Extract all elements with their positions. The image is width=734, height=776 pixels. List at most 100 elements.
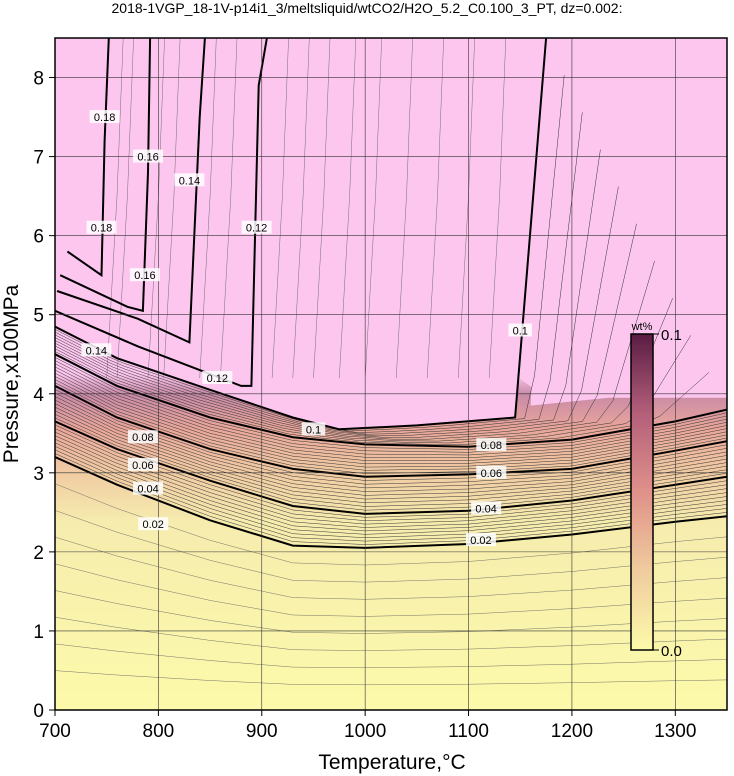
- contour-line-0.18: [66, 38, 110, 278]
- y-tick-label: 3: [33, 464, 44, 485]
- contour-label-bg: [138, 517, 169, 531]
- y-tick-label: 7: [33, 148, 44, 169]
- minor-contour-line: [339, 38, 356, 379]
- x-tick-label: 800: [143, 721, 175, 742]
- contour-label-bg: [471, 501, 502, 515]
- contour-line-0.16: [59, 38, 152, 313]
- contour-label-bg: [133, 149, 164, 163]
- contour-label-text: 0.06: [481, 468, 502, 480]
- contour-label-bg: [81, 343, 112, 357]
- y-tick-label: 4: [33, 385, 44, 406]
- minor-contour-line: [365, 38, 382, 379]
- contour-label-text: 0.18: [91, 223, 112, 235]
- colorbar-box: [630, 333, 654, 651]
- y-axis-ticks: 0 1 2 3 4 5 6 7 8: [33, 69, 55, 722]
- contour-label: 0.1: [301, 422, 326, 436]
- contour-label: 0.12: [241, 220, 272, 235]
- contour-label-text: 0.18: [94, 112, 115, 124]
- minor-contour-line: [55, 149, 601, 435]
- contour-label: 0.14: [174, 173, 205, 187]
- y-tick-label: 2: [33, 543, 44, 564]
- contour-label-text: 0.16: [134, 270, 155, 282]
- minor-contour-line: [163, 38, 181, 379]
- plot-frame: [54, 37, 728, 711]
- contour-label-text: 0.14: [179, 175, 200, 187]
- x-tick-label: 700: [39, 721, 71, 742]
- minor-contour-line: [55, 112, 583, 433]
- y-tick-label: 0: [33, 701, 44, 722]
- contour-label: 0.02: [465, 533, 496, 547]
- minor-contour-line: [292, 38, 310, 379]
- x-tick-label: 900: [246, 721, 278, 742]
- contour-label: 0.02: [138, 517, 169, 531]
- x-axis-label: Temperature,°C: [318, 751, 465, 774]
- minor-contour-line: [55, 335, 692, 444]
- contour-label-text: 0.02: [143, 519, 164, 531]
- minor-contour-line: [55, 260, 655, 440]
- contour-label-text: 0.12: [246, 223, 267, 235]
- contour-label-bg: [86, 220, 117, 234]
- contour-label-text: 0.08: [132, 432, 153, 444]
- minor-contour-line: [489, 38, 506, 379]
- minor-contour-line: [427, 38, 444, 379]
- minor-contour-line: [199, 38, 217, 379]
- contour-label-bg: [202, 370, 233, 384]
- contour-label-text: 0.16: [137, 152, 158, 164]
- x-tick-label: 1100: [448, 721, 489, 742]
- y-tick-label: 8: [33, 69, 44, 90]
- colorbar-max-label: 0.1: [661, 327, 682, 344]
- plot-area: 0.02 0.02 0.04 0.04 0.06 0.06 0.08 0.08 0.1 0.1 0.…: [54, 37, 728, 711]
- contour-label-text: 0.04: [137, 484, 158, 496]
- contour-line-0.14: [56, 38, 206, 344]
- contour-label-text: 0.04: [475, 503, 496, 515]
- contour-label: 0.18: [89, 110, 120, 124]
- contour-label-text: 0.08: [481, 440, 502, 452]
- colorbar-min-label: 0.0: [661, 643, 682, 660]
- contour-label-bg: [508, 323, 532, 337]
- minor-contour-line: [396, 38, 413, 379]
- minor-contour-line: [106, 38, 124, 379]
- contour-label-bg: [133, 481, 164, 495]
- contour-label-bg: [476, 465, 507, 479]
- contour-label-bg: [127, 430, 158, 444]
- minor-contour-line: [55, 298, 673, 442]
- contour-label-bg: [465, 533, 496, 547]
- contour-label: 0.1: [508, 323, 532, 338]
- contour-label-bg: [301, 422, 326, 436]
- contour-label: 0.06: [127, 457, 158, 472]
- minor-contour-line: [220, 38, 238, 379]
- contour-label: 0.14: [81, 343, 112, 357]
- contour-label-bg: [476, 438, 507, 452]
- contour-label: 0.16: [133, 149, 164, 164]
- contour-label: 0.12: [202, 370, 233, 385]
- x-axis-ticks: 700 800 900 1000 1100 1200 1300: [39, 710, 696, 742]
- colorbar-unit: wt%: [631, 321, 653, 333]
- contour-labels: 0.02 0.02 0.04 0.04 0.06 0.06 0.08 0.08 0.1 0.1 0.…: [81, 110, 532, 547]
- y-tick-label: 1: [33, 622, 44, 643]
- contour-label-bg: [89, 110, 120, 124]
- x-tick-label: 1200: [551, 721, 593, 742]
- contour-label-bg: [127, 457, 158, 471]
- contour-label: 0.08: [127, 430, 158, 444]
- contour-label: 0.04: [471, 501, 502, 515]
- contour-label: 0.04: [133, 481, 164, 496]
- contour-label: 0.18: [86, 220, 117, 235]
- minor-contour-line: [313, 38, 331, 379]
- y-tick-label: 5: [33, 306, 44, 327]
- contour-label: 0.06: [476, 465, 507, 480]
- minor-contour-line: [116, 38, 134, 379]
- y-tick-label: 6: [33, 227, 44, 248]
- minor-contour-line: [55, 186, 619, 437]
- chart-title: 2018-1VGP_18-1V-p14i1_3/meltsliquid/wtCO…: [111, 0, 623, 16]
- contour-label-text: 0.02: [470, 535, 491, 547]
- contour-label-bg: [174, 173, 205, 187]
- contour-label-text: 0.12: [207, 373, 228, 385]
- colorbar: wt% 0.1 0.0: [630, 321, 682, 660]
- contour-label-bg: [129, 268, 160, 282]
- grid: [55, 38, 727, 710]
- contour-label-bg: [241, 220, 272, 234]
- contour-label-text: 0.1: [306, 424, 321, 436]
- contour-label: 0.08: [476, 438, 507, 452]
- minor-contour-line: [271, 38, 289, 379]
